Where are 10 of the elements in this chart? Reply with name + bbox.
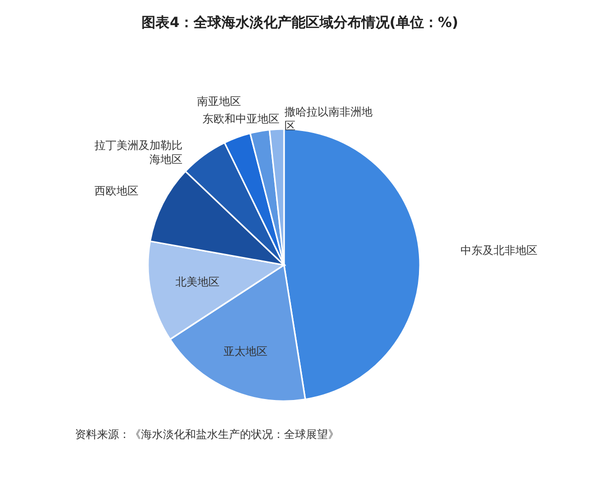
slice-label: 东欧和中亚地区 [202, 112, 280, 126]
slice-label: 拉丁美洲及加勒比海地区 [94, 139, 183, 166]
chart-title: 图表4：全球海水淡化产能区域分布情况(单位：%) [142, 14, 458, 31]
slice-label: 北美地区 [175, 276, 220, 289]
text: 资料来源：《海水淡化和盐水生产的状况：全球展望》 [75, 428, 339, 441]
slice-label: 撒哈拉以南非洲地区 [284, 105, 372, 132]
slice-label: 南亚地区 [196, 94, 241, 108]
slice-label: 亚太地区 [223, 345, 268, 358]
slice-label: 中东及北非地区 [460, 244, 538, 258]
slice-label: 西欧地区 [94, 184, 138, 198]
